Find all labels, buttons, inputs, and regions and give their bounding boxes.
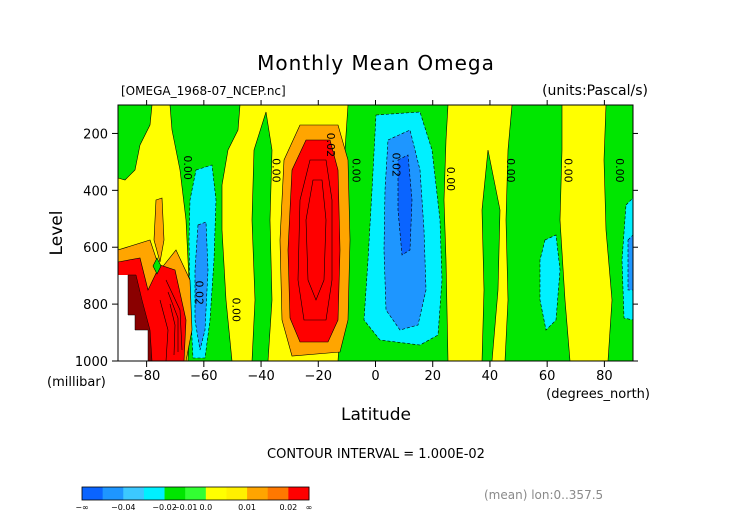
colorbar-frame (81, 486, 310, 501)
darkred-region-south-pole (127, 274, 153, 361)
contour-label: 0.02 (192, 280, 205, 305)
y-tick-label: 200 (83, 127, 108, 142)
green-diamond-patch (152, 257, 162, 275)
colorbar-label: 0.01 (238, 503, 256, 512)
x-tick-label: −20 (305, 369, 332, 384)
colorbar-swatch (102, 487, 124, 500)
y-axis-units: (millibar) (47, 375, 106, 390)
contour-label: 0.02 (324, 133, 337, 158)
colorbar-swatch (143, 487, 166, 500)
below-ground-mask (118, 275, 148, 361)
contour-label: 0.00 (350, 158, 363, 183)
x-tick-label: 0 (371, 369, 379, 384)
contour-label: 0.00 (444, 167, 457, 192)
x-tick-label: −80 (133, 369, 160, 384)
contour-label: 0.02 (390, 152, 403, 177)
y-tick-label: 800 (83, 298, 108, 313)
y-tick-label: 1000 (75, 355, 108, 370)
red-inner-contour-1 (297, 159, 333, 321)
x-tick-label: 80 (596, 369, 613, 384)
cyan-region-north-mid (539, 234, 561, 331)
blue-region-south (194, 221, 209, 351)
contour-label: 0.00 (613, 158, 626, 183)
units-label: (units:Pascal/s) (542, 83, 648, 99)
x-tick-label: 20 (424, 369, 441, 384)
colorbar-swatch (185, 487, 207, 500)
green-region-subtropic-south (251, 111, 273, 361)
chart-title: Monthly Mean Omega (257, 51, 495, 75)
orange-region-south-pole-a (153, 197, 165, 263)
colorbar: −∞ −0.04 −0.02−0.01 0.0 0.01 0.02 ∞ (75, 486, 313, 512)
blue-region-equatorial-core (397, 154, 413, 256)
y-tick-label: 400 (83, 184, 108, 199)
colorbar-label: ∞ (306, 503, 313, 512)
contour-label: 0.00 (561, 158, 574, 183)
footer-note: (mean) lon:0..357.5 (484, 488, 603, 502)
blue-region-north-pole (627, 234, 633, 291)
colorbar-swatch (82, 487, 104, 500)
contour-label: 0.00 (229, 298, 242, 323)
colorbar-label: 0.0 (199, 503, 212, 512)
green-region-north-mid (504, 105, 571, 361)
colorbar-swatch (267, 487, 289, 500)
contour-interval-text: CONTOUR INTERVAL = 1.000E-02 (267, 447, 485, 462)
colorbar-label: −0.02 (152, 503, 177, 512)
green-region-south-pole (118, 105, 153, 181)
y-tick-label: 600 (83, 241, 108, 256)
x-axis: −80 −60 −40 −20 0 20 40 60 80 (133, 100, 613, 384)
colorbar-swatch (123, 487, 145, 500)
file-label: [OMEGA_1968-07_NCEP.nc] (121, 84, 286, 98)
colorbar-label: 0.02 (279, 503, 297, 512)
colorbar-swatch (164, 487, 186, 500)
y-axis: 200 400 600 800 1000 (75, 127, 638, 370)
colorbar-label: −0.04 (111, 503, 136, 512)
red-region-subtropical (287, 139, 341, 343)
x-tick-label: 60 (539, 369, 556, 384)
x-tick-label: −60 (190, 369, 217, 384)
x-tick-label: 40 (482, 369, 499, 384)
colorbar-swatch (205, 487, 227, 500)
x-axis-units: (degrees_north) (546, 387, 650, 402)
contour-label: 0.00 (504, 158, 517, 183)
contour-labels: 0.00 0.02 0.00 0.00 0.02 0.00 0.02 0.00 0.00 0.00… (181, 133, 626, 322)
colorbar-swatch (288, 487, 310, 500)
green-region-north-high (481, 149, 501, 361)
x-axis-title: Latitude (341, 405, 411, 425)
colorbar-label: −0.01 (173, 503, 198, 512)
colorbar-swatch (226, 487, 248, 500)
colorbar-swatch (247, 487, 269, 500)
colorbar-label: −∞ (75, 503, 88, 512)
y-axis-title: Level (47, 211, 67, 256)
contour-label: 0.00 (181, 155, 194, 180)
contour-label: 0.00 (270, 158, 283, 183)
red-inner-contour-2 (305, 179, 327, 301)
plot-area (118, 105, 633, 361)
x-tick-label: −40 (247, 369, 274, 384)
